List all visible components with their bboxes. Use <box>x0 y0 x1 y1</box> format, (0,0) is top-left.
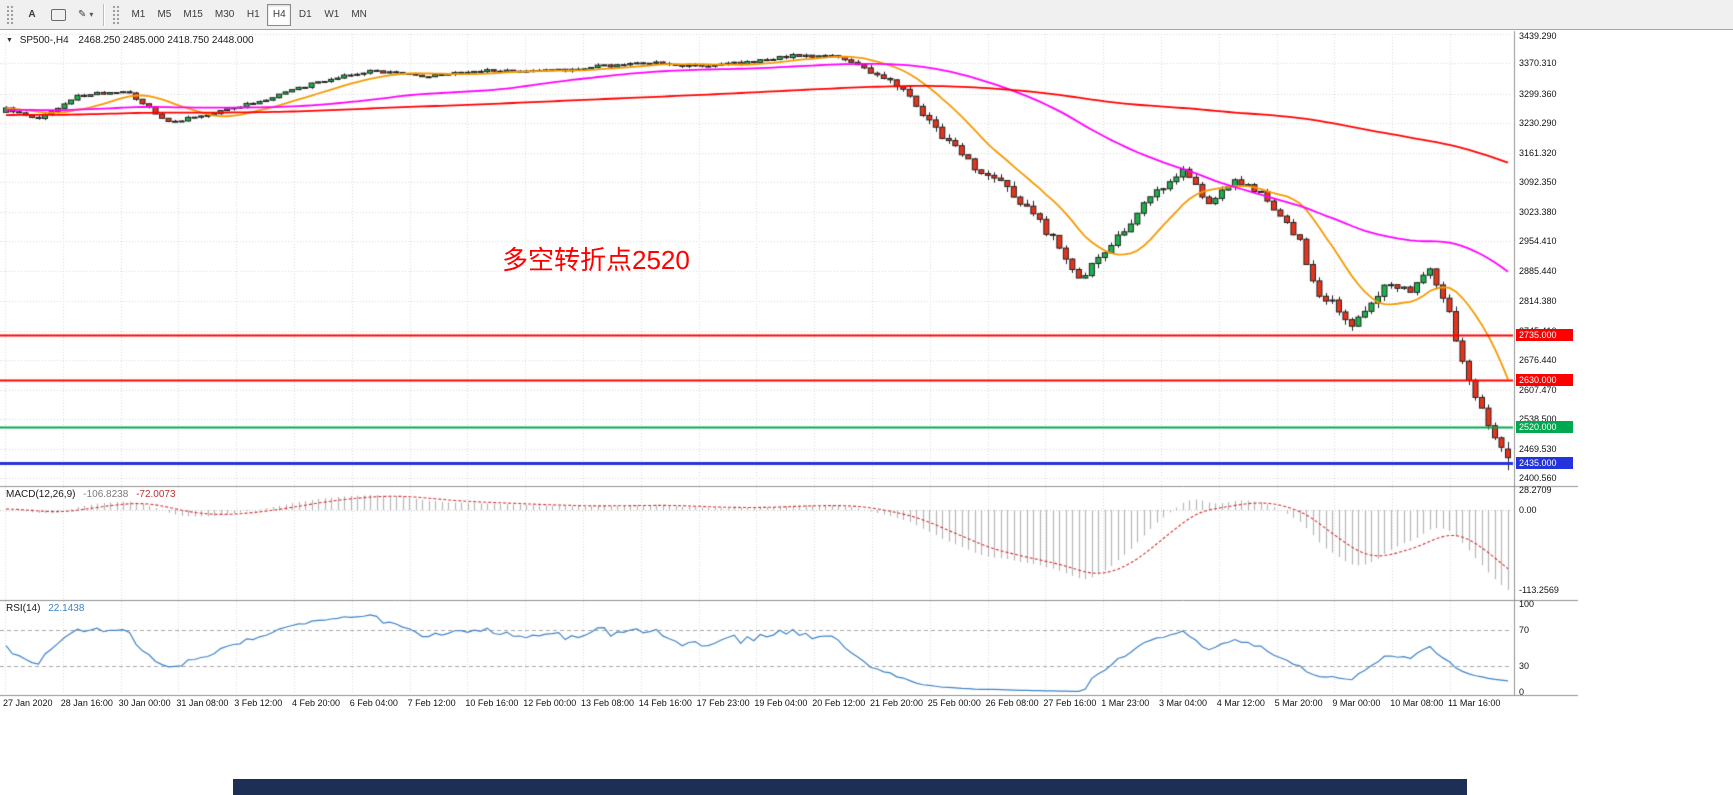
timeframe-h1[interactable]: H1 <box>241 4 265 26</box>
time-axis-label: 10 Mar 08:00 <box>1390 698 1444 708</box>
time-axis-label: 20 Feb 12:00 <box>812 698 866 708</box>
time-axis-label: 10 Feb 16:00 <box>465 698 519 708</box>
rsi-indicator-label: RSI(14) 22.1438 <box>6 603 84 614</box>
timeframe-w1[interactable]: W1 <box>319 4 344 26</box>
time-axis-label: 19 Feb 04:00 <box>754 698 808 708</box>
price-axis-label: 2538.500 <box>1519 414 1557 425</box>
time-axis-label: 25 Feb 00:00 <box>927 698 981 708</box>
text-tool-button[interactable]: A <box>20 4 44 26</box>
macd-indicator-label: MACD(12,26,9) -106.8238 -72.0073 <box>6 489 176 500</box>
rsi-axis-label: 30 <box>1519 660 1530 671</box>
macd-axis-label: 0.00 <box>1519 504 1537 515</box>
price-axis-label: 2814.380 <box>1519 296 1557 307</box>
price-axis-label: 3023.380 <box>1519 206 1557 217</box>
time-axis-label: 6 Feb 04:00 <box>349 698 398 708</box>
toolbar-drag-handle[interactable] <box>5 3 14 26</box>
price-axis-label: 3161.320 <box>1519 147 1557 158</box>
rsi-name: RSI(14) <box>6 603 41 614</box>
time-axis-label: 9 Mar 00:00 <box>1332 698 1381 708</box>
price-axis-label: 2469.530 <box>1519 443 1557 454</box>
time-axis-label: 17 Feb 23:00 <box>696 698 750 708</box>
macd-name: MACD(12,26,9) <box>6 489 76 500</box>
caret-down-icon: ▾ <box>89 10 94 19</box>
timeframe-h4[interactable]: H4 <box>267 3 292 26</box>
time-axis-label: 31 Jan 08:00 <box>176 698 229 708</box>
timeframe-mn[interactable]: MN <box>346 4 372 26</box>
rsi-axis-label: 100 <box>1519 599 1535 609</box>
timeframe-toolbar: M1 M5 M15 M30 H1 H4 D1 W1 MN <box>125 3 372 26</box>
symbol-label: SP500-,H4 <box>19 35 69 46</box>
time-axis-label: 27 Jan 2020 <box>3 698 53 708</box>
price-axis-label: 2676.440 <box>1519 355 1557 366</box>
rsi-axis-label: 70 <box>1519 625 1530 636</box>
time-axis-label: 30 Jan 00:00 <box>118 698 171 708</box>
price-axis-label: 3092.350 <box>1519 177 1557 188</box>
drawing-tool-dropdown[interactable]: ✎ ▾ <box>73 4 98 26</box>
price-axis-label: 2954.410 <box>1519 236 1557 247</box>
hline-price-tag[interactable]: 2520.000 <box>1516 420 1573 433</box>
time-axis-label: 12 Feb 00:00 <box>523 698 577 708</box>
text-frame-tool-button[interactable] <box>46 4 71 26</box>
text-frame-icon <box>51 8 66 21</box>
hline-price-tag[interactable]: 2435.000 <box>1516 457 1573 470</box>
price-axis-label: 2400.560 <box>1519 473 1557 483</box>
timeframe-m1[interactable]: M1 <box>126 4 150 26</box>
pencil-icon: ✎ <box>78 9 87 20</box>
hline-price-tag[interactable]: 2630.000 <box>1516 373 1573 386</box>
timeframe-toolbar-drag-handle[interactable] <box>111 3 121 26</box>
time-axis-label: 1 Mar 23:00 <box>1101 698 1150 708</box>
time-axis-label: 28 Jan 16:00 <box>60 698 113 708</box>
collapse-triangle-icon[interactable]: ▼ <box>6 37 13 44</box>
toolbar-separator <box>103 3 106 26</box>
toolbar: A ✎ ▾ M1 M5 M15 M30 H1 H4 D1 W1 MN <box>0 0 1733 30</box>
time-axis-label: 21 Feb 20:00 <box>870 698 924 708</box>
price-axis-label: 3439.290 <box>1519 31 1557 41</box>
rsi-axis-label: 0 <box>1519 687 1525 697</box>
price-axis-label: 3230.290 <box>1519 118 1557 129</box>
price-axis-label: 2885.440 <box>1519 265 1557 276</box>
ohlc-values: 2468.250 2485.000 2418.750 2448.000 <box>78 35 254 46</box>
price-axis-label: 3370.310 <box>1519 58 1557 69</box>
taskbar-fragment[interactable] <box>233 779 1467 795</box>
timeframe-m5[interactable]: M5 <box>152 4 176 26</box>
timeframe-m15[interactable]: M15 <box>178 4 207 26</box>
time-axis-label: 4 Feb 20:00 <box>292 698 341 708</box>
time-axis-label: 3 Mar 04:00 <box>1159 698 1208 708</box>
macd-main-value: -106.8238 <box>83 489 129 500</box>
time-axis-label: 14 Feb 16:00 <box>638 698 692 708</box>
chart-annotation-text[interactable]: 多空转折点2520 <box>502 245 690 275</box>
symbol-ohlc-line: ▼ SP500-,H4 2468.250 2485.000 2418.750 2… <box>6 35 254 46</box>
timeframe-m30[interactable]: M30 <box>210 4 239 26</box>
time-axis-label: 5 Mar 20:00 <box>1274 698 1323 708</box>
rsi-value: 22.1438 <box>48 603 85 614</box>
time-axis-label: 4 Mar 12:00 <box>1216 698 1265 708</box>
time-axis-label: 27 Feb 16:00 <box>1043 698 1097 708</box>
macd-signal-value: -72.0073 <box>136 489 176 500</box>
time-axis-label: 7 Feb 12:00 <box>407 698 456 708</box>
time-axis-label: 26 Feb 08:00 <box>985 698 1039 708</box>
price-axis-label: 2607.470 <box>1519 384 1557 395</box>
hline-price-tag[interactable]: 2735.000 <box>1516 329 1573 342</box>
macd-axis-label: 28.2709 <box>1519 485 1552 495</box>
time-axis-label: 11 Mar 16:00 <box>1448 698 1501 708</box>
time-axis-label: 13 Feb 08:00 <box>581 698 635 708</box>
timeframe-d1[interactable]: D1 <box>293 4 317 26</box>
price-axis-label: 3299.360 <box>1519 88 1557 99</box>
macd-axis-label: -113.2569 <box>1519 585 1559 595</box>
time-axis-label: 3 Feb 12:00 <box>234 698 283 708</box>
price-chart-canvas[interactable] <box>0 30 1580 713</box>
